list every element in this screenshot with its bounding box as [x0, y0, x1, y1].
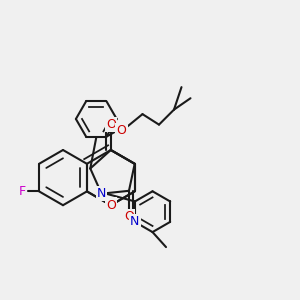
Text: N: N	[97, 187, 106, 200]
Text: O: O	[124, 210, 134, 223]
Text: O: O	[106, 199, 116, 212]
Text: O: O	[106, 118, 116, 131]
Text: F: F	[19, 185, 26, 198]
Text: O: O	[117, 124, 126, 137]
Text: N: N	[130, 215, 140, 228]
